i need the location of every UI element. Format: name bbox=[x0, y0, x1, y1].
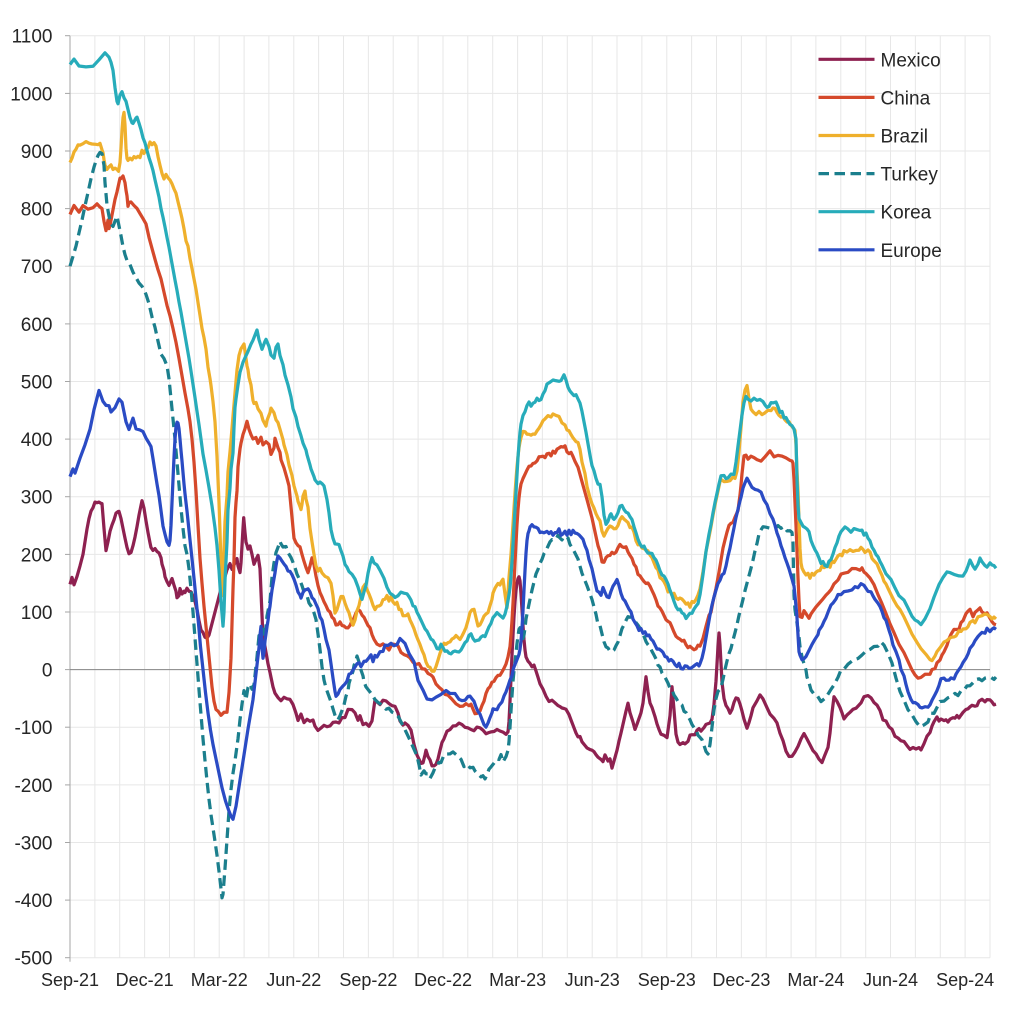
svg-text:-300: -300 bbox=[14, 834, 52, 855]
svg-text:1000: 1000 bbox=[10, 84, 52, 105]
svg-text:Dec-21: Dec-21 bbox=[116, 970, 174, 990]
svg-text:Turkey: Turkey bbox=[881, 165, 939, 186]
svg-text:-200: -200 bbox=[14, 776, 52, 797]
svg-text:800: 800 bbox=[21, 200, 53, 221]
svg-text:-400: -400 bbox=[14, 891, 52, 912]
svg-text:Sep-22: Sep-22 bbox=[339, 970, 397, 990]
svg-text:Mar-23: Mar-23 bbox=[489, 970, 546, 990]
svg-text:Jun-22: Jun-22 bbox=[266, 970, 321, 990]
svg-text:0: 0 bbox=[42, 661, 53, 682]
svg-text:Sep-23: Sep-23 bbox=[638, 970, 696, 990]
svg-text:China: China bbox=[881, 88, 931, 109]
svg-text:100: 100 bbox=[21, 603, 53, 624]
svg-text:Sep-21: Sep-21 bbox=[41, 970, 99, 990]
svg-text:700: 700 bbox=[21, 257, 53, 278]
svg-text:-100: -100 bbox=[14, 718, 52, 739]
svg-text:Europe: Europe bbox=[881, 241, 942, 262]
svg-text:Korea: Korea bbox=[881, 203, 932, 224]
svg-text:Mexico: Mexico bbox=[881, 50, 941, 71]
svg-text:300: 300 bbox=[21, 488, 53, 509]
svg-text:-500: -500 bbox=[14, 949, 52, 970]
svg-text:200: 200 bbox=[21, 545, 53, 566]
svg-text:Mar-22: Mar-22 bbox=[191, 970, 248, 990]
svg-text:Jun-24: Jun-24 bbox=[863, 970, 918, 990]
svg-text:600: 600 bbox=[21, 315, 53, 336]
svg-text:Sep-24: Sep-24 bbox=[936, 970, 994, 990]
svg-text:Mar-24: Mar-24 bbox=[787, 970, 844, 990]
svg-text:900: 900 bbox=[21, 142, 53, 163]
svg-text:Jun-23: Jun-23 bbox=[565, 970, 620, 990]
svg-text:Brazil: Brazil bbox=[881, 127, 929, 148]
svg-text:500: 500 bbox=[21, 373, 53, 394]
svg-text:1100: 1100 bbox=[12, 27, 53, 48]
svg-text:Dec-23: Dec-23 bbox=[712, 970, 770, 990]
svg-text:400: 400 bbox=[21, 430, 53, 451]
svg-text:Dec-22: Dec-22 bbox=[414, 970, 472, 990]
